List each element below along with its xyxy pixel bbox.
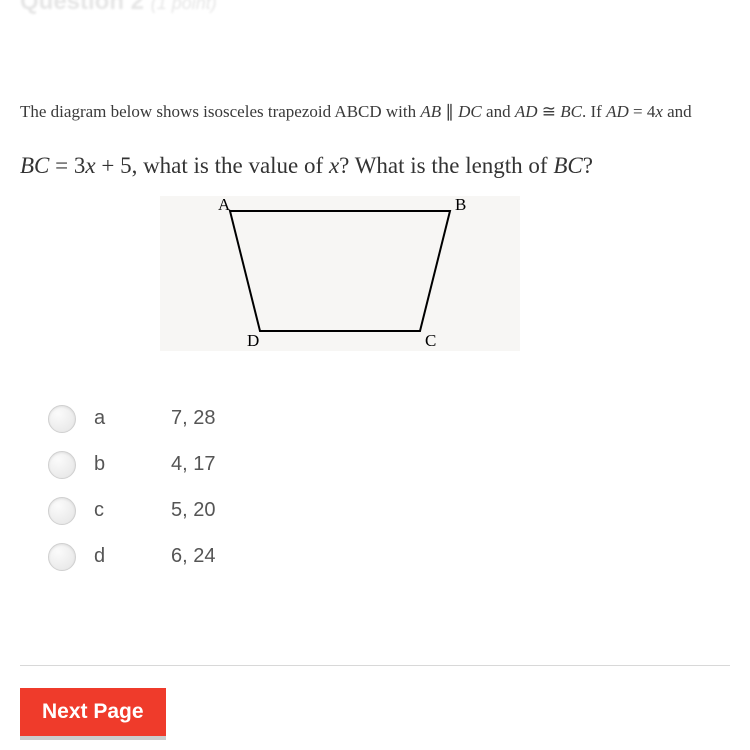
radio-icon[interactable] [48, 543, 76, 571]
option-letter: c [76, 499, 171, 522]
vertex-label-c: C [425, 331, 436, 350]
question-stem-line2: BC = 3x + 5, what is the value of x? Wha… [20, 151, 730, 181]
vertex-label-d: D [247, 331, 259, 350]
radio-icon[interactable] [48, 497, 76, 525]
option-b[interactable]: b 4, 17 [48, 442, 730, 488]
option-c[interactable]: c 5, 20 [48, 488, 730, 534]
trapezoid-diagram: A B C D [160, 196, 520, 351]
option-letter: a [76, 407, 171, 430]
option-text: 7, 28 [171, 407, 215, 430]
points-label: (1 point) [151, 0, 217, 13]
question-stem-line1: The diagram below shows isosceles trapez… [20, 101, 730, 123]
option-text: 6, 24 [171, 545, 215, 568]
option-letter: d [76, 545, 171, 568]
question-header: Question 2 (1 point) [20, 0, 730, 16]
answer-options: a 7, 28 b 4, 17 c 5, 20 d 6, 24 [48, 396, 730, 580]
option-d[interactable]: d 6, 24 [48, 534, 730, 580]
option-letter: b [76, 453, 171, 476]
vertex-label-b: B [455, 196, 466, 214]
radio-icon[interactable] [48, 451, 76, 479]
option-a[interactable]: a 7, 28 [48, 396, 730, 442]
vertex-label-a: A [218, 196, 231, 214]
next-page-label: Next Page [42, 700, 144, 723]
next-page-button[interactable]: Next Page [20, 688, 166, 736]
radio-icon[interactable] [48, 405, 76, 433]
question-number: Question 2 [20, 0, 144, 15]
divider [20, 665, 730, 666]
option-text: 4, 17 [171, 453, 215, 476]
option-text: 5, 20 [171, 499, 215, 522]
